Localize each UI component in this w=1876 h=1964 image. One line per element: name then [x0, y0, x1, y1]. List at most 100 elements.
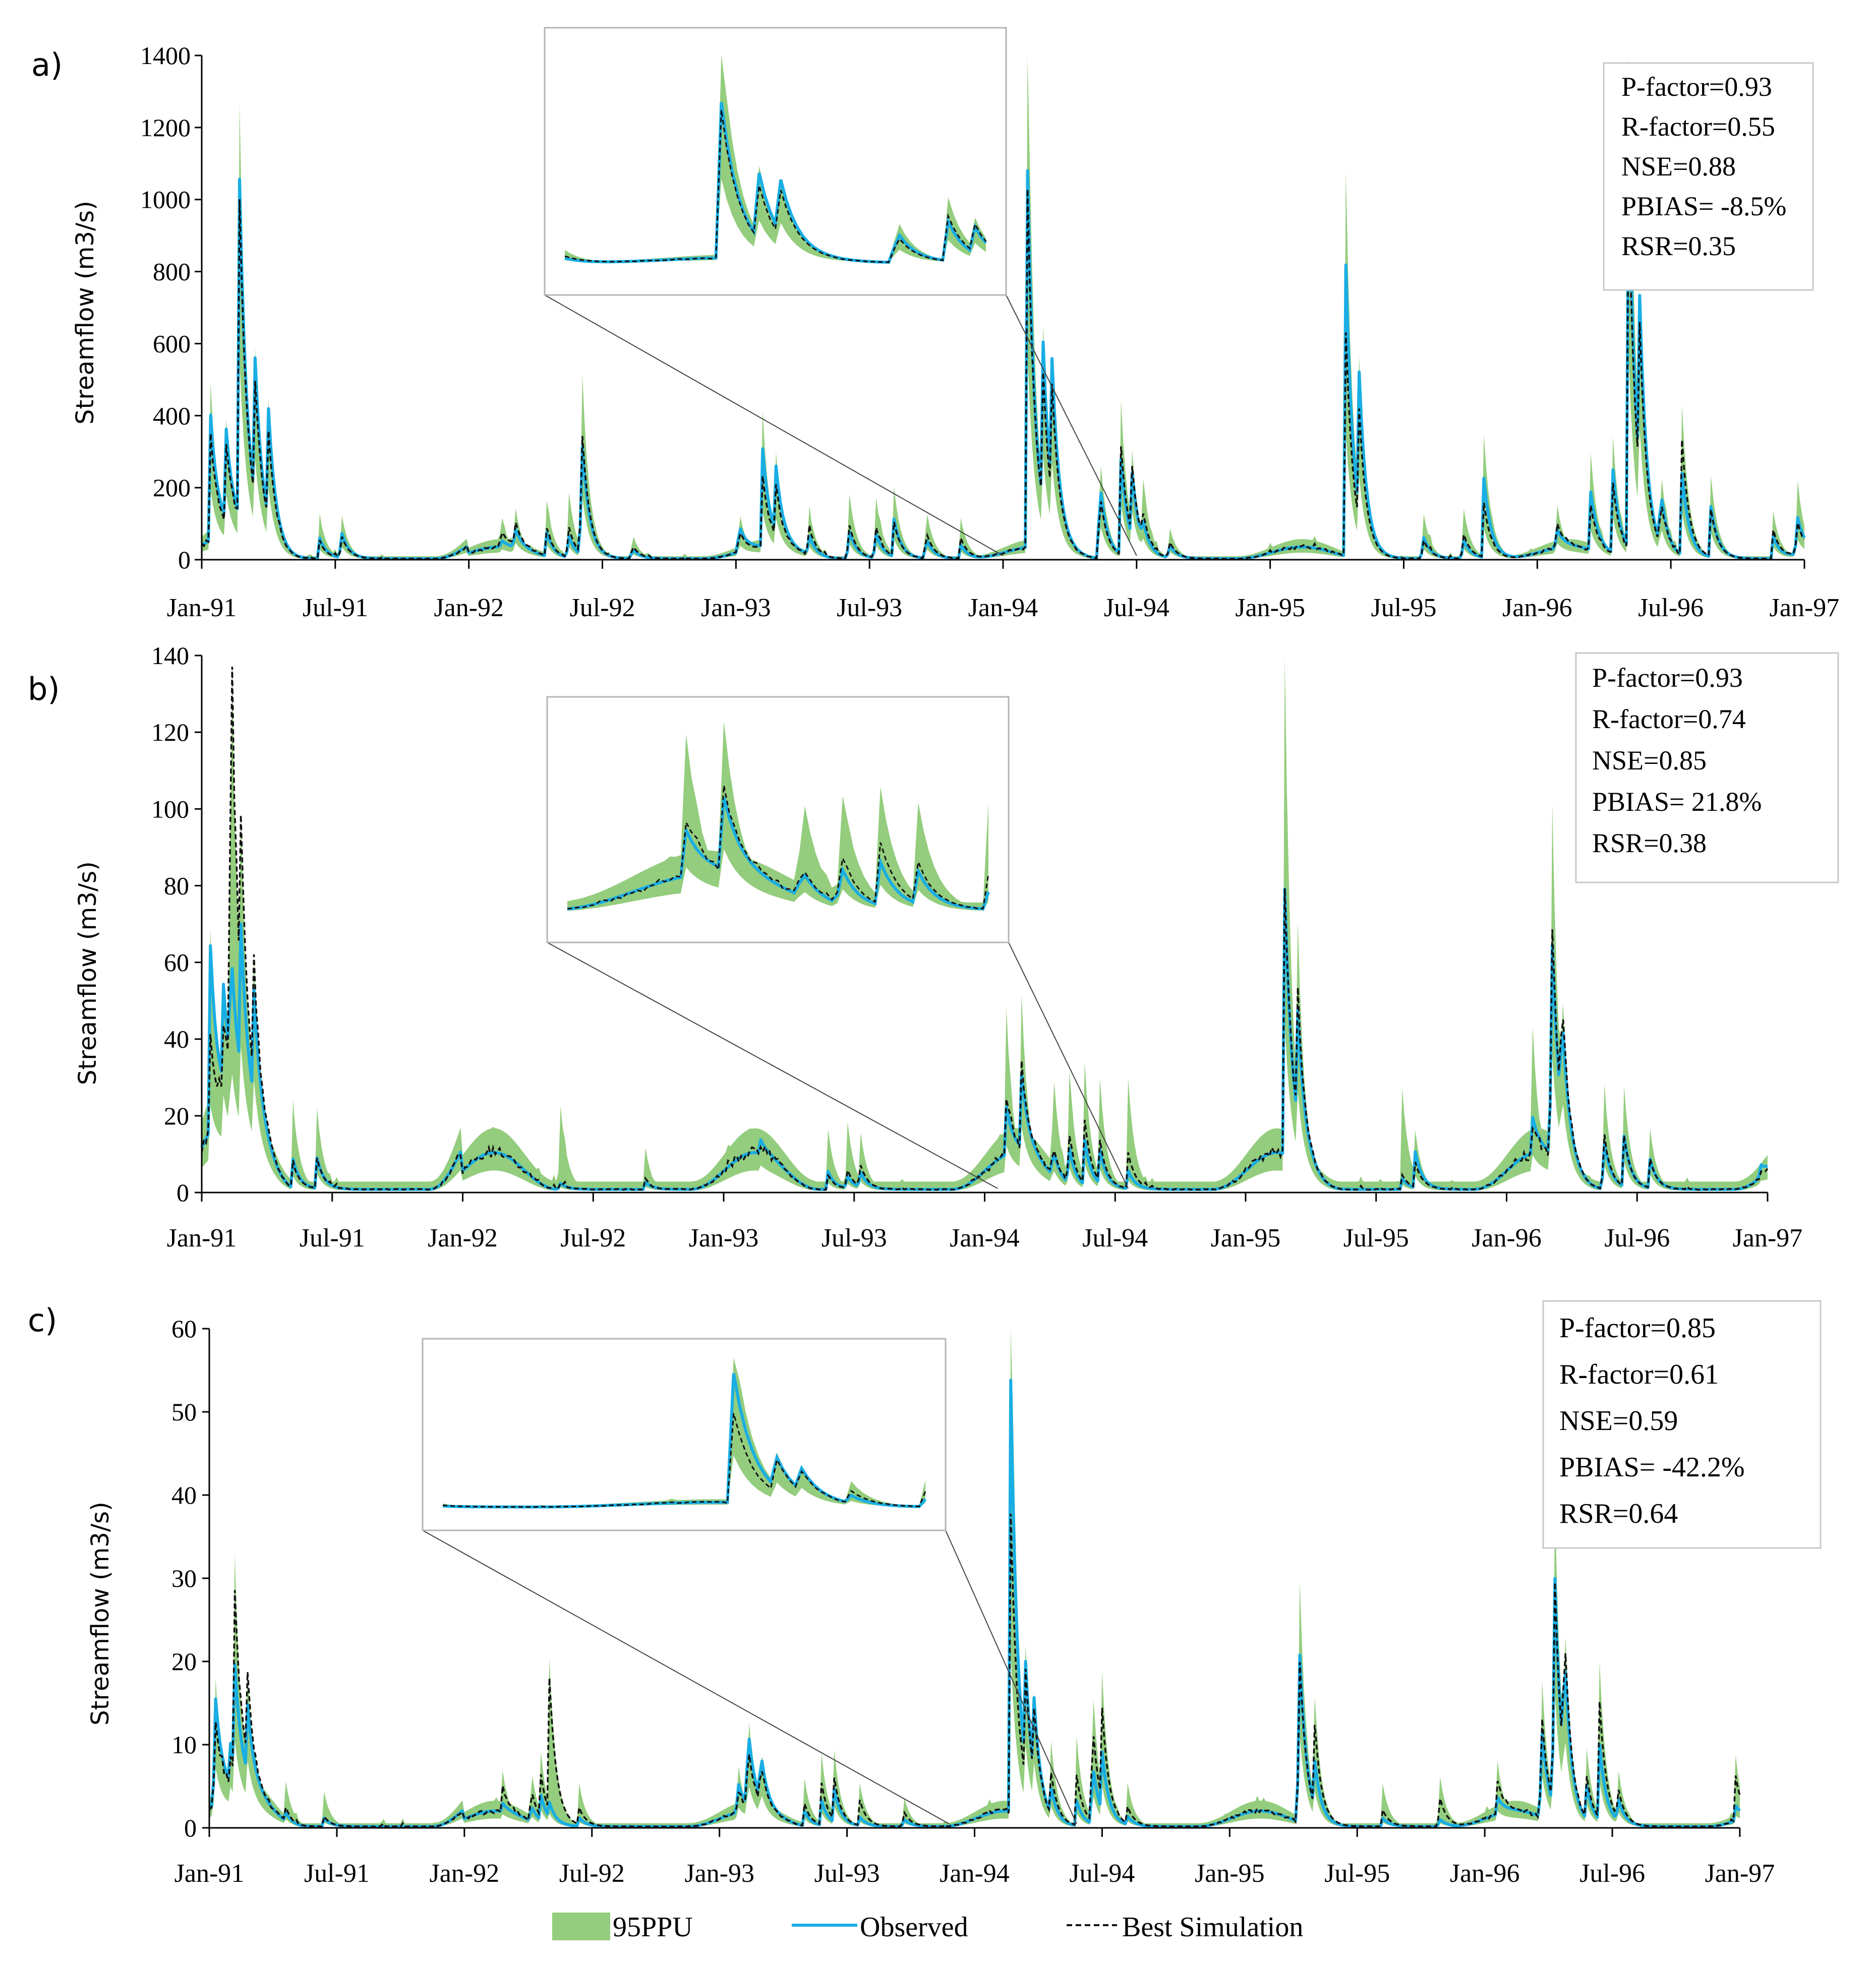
inset-ppu-band — [567, 721, 988, 911]
x-tick-label: Jul-92 — [559, 1859, 625, 1888]
x-tick-label: Jul-95 — [1343, 1224, 1409, 1253]
x-tick-label: Jul-96 — [1604, 1224, 1670, 1253]
x-tick-labels: Jan-91 Jul-91 Jan-92 Jul-92 Jan-93 Jul-9… — [167, 593, 1840, 622]
x-tick-label: Jan-96 — [1472, 1224, 1542, 1253]
plot-area — [195, 54, 1806, 569]
y-tick-label: 20 — [164, 1102, 189, 1130]
y-tick-label: 100 — [151, 795, 189, 823]
plot-area — [202, 1328, 1741, 1837]
y-axis-label: Streamflow (m3/s) — [71, 201, 99, 425]
y-tick-label: 600 — [153, 329, 191, 358]
x-tick-label: Jan-95 — [1195, 1859, 1265, 1888]
x-tick-label: Jul-94 — [1104, 593, 1169, 622]
x-tick-label: Jul-94 — [1082, 1224, 1148, 1253]
x-tick-label: Jan-96 — [1450, 1859, 1520, 1888]
x-tick-label: Jan-91 — [174, 1859, 245, 1888]
stats-box: P-factor=0.93 R-factor=0.55 NSE=0.88 PBI… — [1603, 62, 1814, 291]
y-tick-label: 30 — [171, 1564, 197, 1592]
x-tick-label: Jul-96 — [1638, 593, 1704, 622]
x-tick-label: Jul-96 — [1579, 1859, 1645, 1888]
zoom-connector-line — [422, 1530, 950, 1824]
y-axis-label: Streamflow (m3/s) — [86, 1502, 114, 1725]
zoom-connector-line — [547, 942, 998, 1189]
x-tick-label: Jan-92 — [434, 593, 504, 622]
y-tick-label: 800 — [153, 258, 191, 286]
x-tick-label: Jan-96 — [1502, 593, 1572, 622]
legend: 95PPU Observed Best Simulation — [552, 1912, 1303, 1943]
stats-box: P-factor=0.85 R-factor=0.61 NSE=0.59 PBI… — [1542, 1300, 1822, 1549]
zoom-connector-line — [945, 1530, 1077, 1824]
inset-best-simulation-line — [442, 1413, 926, 1508]
plot-area — [195, 654, 1769, 1202]
legend-swatch-95ppu — [552, 1913, 610, 1940]
x-tick-label: Jan-93 — [689, 1224, 759, 1253]
stat-rsr: RSR=0.35 — [1621, 231, 1736, 261]
inset-best-simulation-line — [564, 109, 987, 263]
y-tick-label: 200 — [153, 473, 191, 502]
panel-b: b) Streamflow (m3/s) 0 20 40 60 80 100 1… — [28, 641, 1839, 1253]
zoom-connector-line — [1008, 942, 1129, 1189]
y-tick-labels: 0 20 40 60 80 100 120 140 — [151, 641, 189, 1207]
x-tick-label: Jan-95 — [1235, 593, 1305, 622]
legend-label-observed: Observed — [860, 1912, 968, 1943]
x-tick-label: Jul-95 — [1324, 1859, 1390, 1888]
x-tick-label: Jul-94 — [1069, 1859, 1135, 1888]
x-tick-label: Jul-92 — [570, 593, 635, 622]
zoom-inset-frame — [544, 27, 1007, 296]
stats-box: P-factor=0.93 R-factor=0.74 NSE=0.85 PBI… — [1575, 652, 1839, 883]
zoom-connector-line — [544, 294, 1004, 556]
best-simulation-series-line — [201, 189, 1805, 560]
stat-pbias: PBIAS= -8.5% — [1621, 191, 1786, 221]
x-tick-label: Jan-92 — [428, 1224, 498, 1253]
y-tick-label: 1200 — [140, 113, 191, 142]
y-tick-label: 50 — [171, 1398, 197, 1426]
zoom-connector-line — [1006, 294, 1137, 556]
legend-label-95ppu: 95PPU — [613, 1912, 693, 1943]
x-tick-label: Jul-95 — [1371, 593, 1437, 622]
y-tick-label: 400 — [153, 401, 191, 430]
x-tick-label: Jan-95 — [1211, 1224, 1281, 1253]
x-tick-label: Jan-94 — [940, 1859, 1010, 1888]
inset-best-simulation-line — [567, 785, 989, 910]
zoom-inset — [546, 696, 1129, 1189]
y-tick-label: 1400 — [140, 41, 191, 70]
zoom-inset-frame — [546, 696, 1010, 943]
stat-p-factor: P-factor=0.85 — [1559, 1313, 1716, 1344]
x-tick-label: Jul-91 — [303, 593, 368, 622]
x-tick-label: Jul-93 — [837, 593, 902, 622]
best-simulation-series-line — [201, 667, 1769, 1191]
stat-nse: NSE=0.85 — [1592, 745, 1707, 776]
y-tick-label: 40 — [171, 1481, 197, 1509]
x-tick-label: Jul-93 — [814, 1859, 880, 1888]
y-tick-labels: 0 200 400 600 800 1000 1200 1400 — [140, 41, 191, 574]
y-tick-label: 120 — [151, 718, 189, 746]
stat-pbias: PBIAS= -42.2% — [1559, 1452, 1745, 1483]
panel-a: a) Streamflow (m3/s) 0 200 400 600 800 1… — [31, 27, 1840, 622]
y-tick-labels: 0 10 20 30 40 50 60 — [171, 1315, 197, 1842]
y-tick-label: 0 — [177, 1178, 189, 1207]
stat-p-factor: P-factor=0.93 — [1592, 663, 1743, 693]
x-tick-label: Jul-91 — [300, 1224, 365, 1253]
y-tick-label: 40 — [164, 1025, 189, 1053]
x-tick-label: Jan-97 — [1733, 1224, 1803, 1253]
stats-box-frame — [1542, 1300, 1822, 1549]
zoom-inset — [422, 1338, 1077, 1824]
x-tick-label: Jul-93 — [822, 1224, 887, 1253]
x-tick-label: Jan-97 — [1705, 1859, 1775, 1888]
y-tick-label: 60 — [171, 1315, 197, 1343]
stat-pbias: PBIAS= 21.8% — [1592, 787, 1762, 817]
x-tick-label: Jul-92 — [560, 1224, 626, 1253]
x-tick-labels: Jan-91 Jul-91 Jan-92 Jul-92 Jan-93 Jul-9… — [174, 1859, 1775, 1888]
stat-nse: NSE=0.88 — [1621, 151, 1736, 182]
zoom-inset — [544, 27, 1137, 556]
y-tick-label: 0 — [178, 546, 191, 574]
y-tick-label: 60 — [164, 948, 189, 977]
x-tick-labels: Jan-91 Jul-91 Jan-92 Jul-92 Jan-93 Jul-9… — [167, 1224, 1803, 1253]
y-tick-label: 10 — [171, 1731, 197, 1759]
y-tick-label: 140 — [151, 641, 189, 670]
stat-nse: NSE=0.59 — [1559, 1405, 1678, 1437]
panel-label: c) — [28, 1302, 57, 1339]
x-tick-label: Jan-94 — [968, 593, 1038, 622]
y-tick-label: 20 — [171, 1647, 197, 1676]
